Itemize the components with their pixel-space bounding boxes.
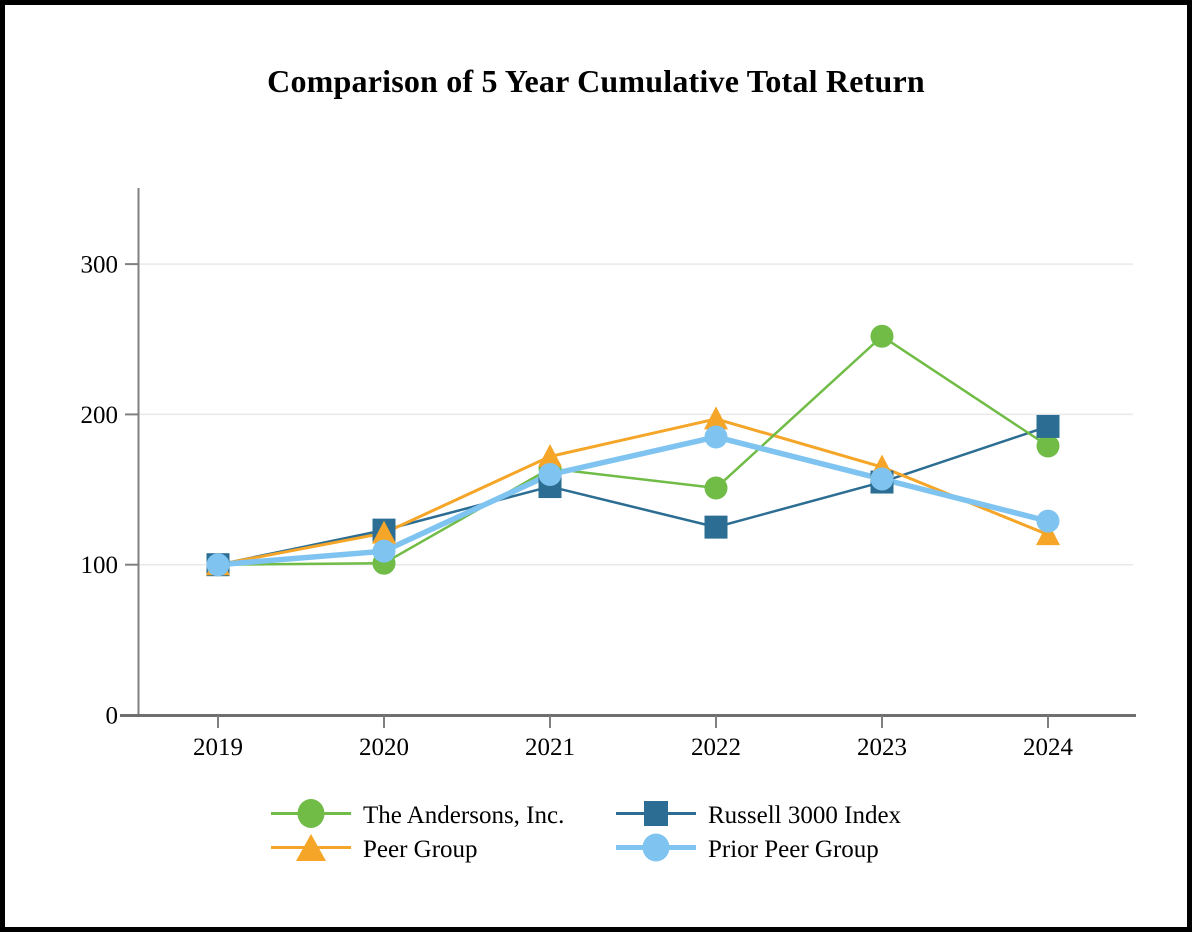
y-tick-label: 100 [81, 552, 119, 579]
marker-circle-3 [538, 463, 562, 487]
y-tick-label: 300 [81, 252, 119, 279]
orange-triangle-marker-icon [270, 832, 352, 868]
marker-circle-0 [704, 476, 728, 500]
x-tick-label: 2020 [359, 734, 409, 761]
light-blue-circle-marker-icon [615, 832, 697, 868]
chart-title: Comparison of 5 Year Cumulative Total Re… [267, 63, 925, 99]
legend-item-russell-3000: Russell 3000 Index [615, 800, 901, 831]
marker-triangle-2 [704, 406, 728, 430]
blue-square-marker-icon [615, 798, 697, 834]
marker-triangle-2 [538, 443, 562, 467]
x-tick-label: 2024 [1023, 734, 1074, 761]
marker-circle-0 [1036, 434, 1060, 458]
y-tick-label: 0 [106, 703, 119, 730]
green-circle-marker-icon [270, 798, 352, 834]
x-tick-label: 2019 [193, 734, 243, 761]
legend-item-prior-peer-group: Prior Peer Group [615, 832, 901, 868]
marker-triangle-2 [1036, 522, 1060, 546]
series-line-1 [216, 425, 1050, 566]
series-line-2 [216, 417, 1050, 567]
chart-legend: The Andersons, Inc. Russell 3000 Index P… [270, 798, 901, 868]
x-tick-label: 2023 [857, 734, 907, 761]
marker-square-1 [1036, 414, 1060, 438]
legend-label: Peer Group [363, 835, 478, 863]
marker-circle-3 [870, 467, 894, 491]
marker-circle-0 [870, 324, 894, 348]
marker-circle-3 [206, 553, 230, 577]
x-tick-label: 2021 [525, 734, 575, 761]
legend-label: Russell 3000 Index [708, 801, 902, 829]
marker-circle-3 [704, 425, 728, 449]
x-tick-label: 2022 [691, 734, 741, 761]
marker-circle-3 [372, 539, 396, 563]
legend-label: Prior Peer Group [708, 835, 879, 863]
legend-item-peer-group: Peer Group [270, 832, 615, 868]
marker-triangle-2 [372, 520, 396, 544]
series-line-3 [215, 434, 1051, 568]
marker-circle-3 [1036, 509, 1060, 533]
legend-item-andersons: The Andersons, Inc. [270, 798, 615, 834]
line-chart: 0 100 200 300 2019 2020 2021 2022 2023 2024 [81, 188, 1136, 761]
series-line-0 [216, 334, 1050, 566]
marker-square-1 [704, 515, 728, 539]
legend-label: The Andersons, Inc. [363, 801, 565, 829]
y-tick-label: 200 [81, 402, 119, 429]
